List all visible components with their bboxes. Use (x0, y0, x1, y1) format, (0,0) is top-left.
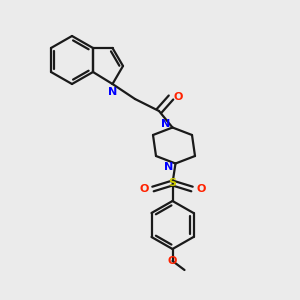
Text: O: O (196, 184, 206, 194)
Text: O: O (139, 184, 149, 194)
Text: N: N (164, 162, 173, 172)
Text: O: O (174, 92, 183, 102)
Text: O: O (168, 256, 177, 266)
Text: N: N (108, 86, 117, 97)
Text: S: S (169, 178, 176, 188)
Text: N: N (161, 119, 170, 129)
